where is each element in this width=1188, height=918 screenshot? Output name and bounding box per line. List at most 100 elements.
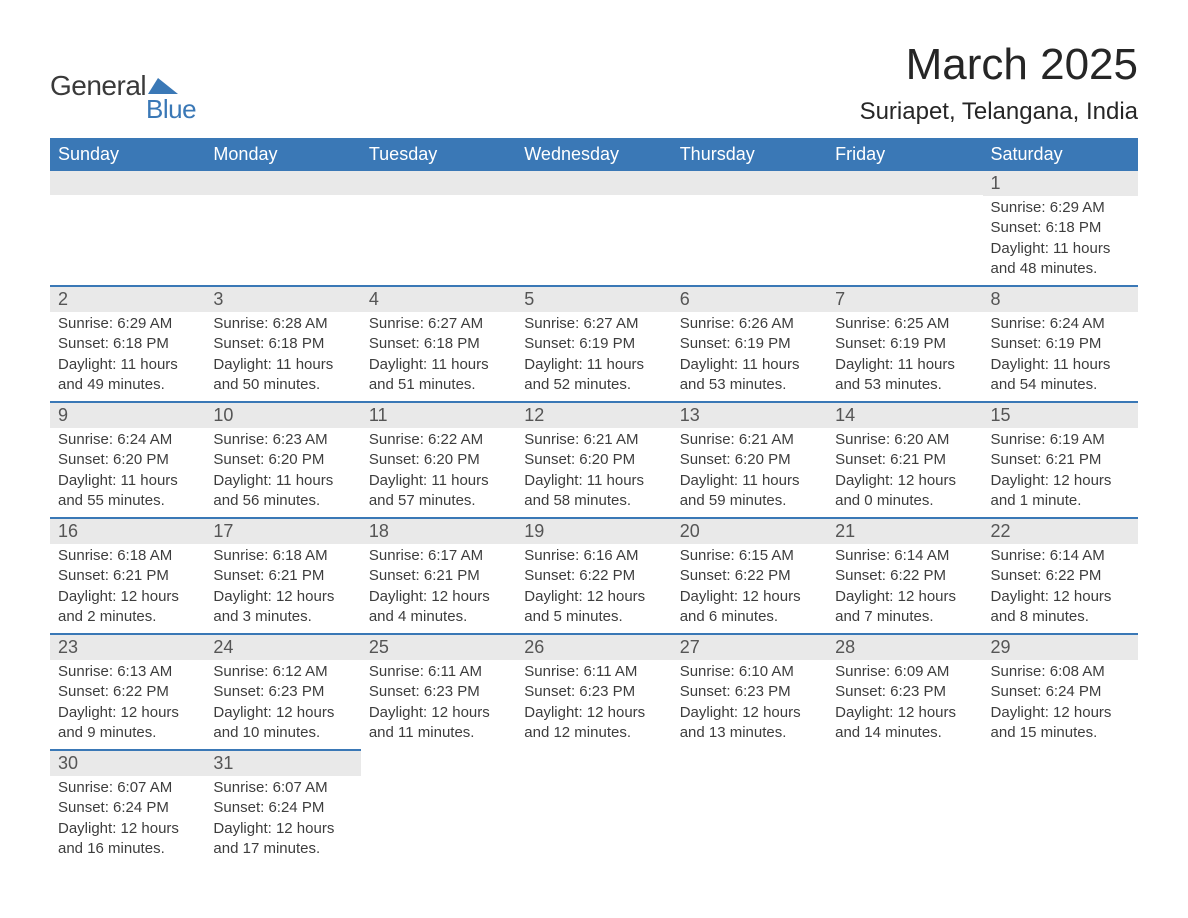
day-details: Sunrise: 6:17 AMSunset: 6:21 PMDaylight:… [361, 544, 516, 633]
calendar-cell: 21Sunrise: 6:14 AMSunset: 6:22 PMDayligh… [827, 518, 982, 634]
sunset-text: Sunset: 6:21 PM [213, 566, 352, 586]
title-block: March 2025 Suriapet, Telangana, India [860, 40, 1138, 126]
calendar-body: 1Sunrise: 6:29 AMSunset: 6:18 PMDaylight… [50, 171, 1138, 865]
calendar-cell [672, 171, 827, 286]
sunrise-text: Sunrise: 6:27 AM [369, 314, 508, 334]
sunset-text: Sunset: 6:21 PM [991, 450, 1130, 470]
day-details: Sunrise: 6:24 AMSunset: 6:19 PMDaylight:… [983, 312, 1138, 401]
day-number: 18 [361, 519, 516, 544]
calendar-cell: 23Sunrise: 6:13 AMSunset: 6:22 PMDayligh… [50, 634, 205, 750]
calendar-cell: 17Sunrise: 6:18 AMSunset: 6:21 PMDayligh… [205, 518, 360, 634]
sunset-text: Sunset: 6:18 PM [991, 218, 1130, 238]
day-number: 14 [827, 403, 982, 428]
day-details [672, 195, 827, 275]
daylight-text: Daylight: 12 hours and 2 minutes. [58, 587, 197, 628]
calendar-week-row: 2Sunrise: 6:29 AMSunset: 6:18 PMDaylight… [50, 286, 1138, 402]
daylight-text: Daylight: 12 hours and 13 minutes. [680, 703, 819, 744]
day-number: 10 [205, 403, 360, 428]
calendar-cell: 13Sunrise: 6:21 AMSunset: 6:20 PMDayligh… [672, 402, 827, 518]
calendar-cell: 9Sunrise: 6:24 AMSunset: 6:20 PMDaylight… [50, 402, 205, 518]
calendar-cell: 20Sunrise: 6:15 AMSunset: 6:22 PMDayligh… [672, 518, 827, 634]
sunrise-text: Sunrise: 6:16 AM [524, 546, 663, 566]
calendar-cell [827, 750, 982, 865]
daylight-text: Daylight: 12 hours and 10 minutes. [213, 703, 352, 744]
calendar-cell [516, 750, 671, 865]
calendar-cell: 11Sunrise: 6:22 AMSunset: 6:20 PMDayligh… [361, 402, 516, 518]
calendar-cell [983, 750, 1138, 865]
weekday-header: Tuesday [361, 138, 516, 171]
day-details: Sunrise: 6:20 AMSunset: 6:21 PMDaylight:… [827, 428, 982, 517]
day-number [50, 171, 205, 195]
day-details: Sunrise: 6:14 AMSunset: 6:22 PMDaylight:… [827, 544, 982, 633]
day-number: 19 [516, 519, 671, 544]
sunset-text: Sunset: 6:24 PM [58, 798, 197, 818]
day-number: 27 [672, 635, 827, 660]
calendar-cell: 1Sunrise: 6:29 AMSunset: 6:18 PMDaylight… [983, 171, 1138, 286]
day-number: 24 [205, 635, 360, 660]
day-number: 8 [983, 287, 1138, 312]
calendar-cell: 3Sunrise: 6:28 AMSunset: 6:18 PMDaylight… [205, 286, 360, 402]
sunset-text: Sunset: 6:22 PM [835, 566, 974, 586]
sunset-text: Sunset: 6:21 PM [58, 566, 197, 586]
day-details: Sunrise: 6:11 AMSunset: 6:23 PMDaylight:… [516, 660, 671, 749]
day-number: 17 [205, 519, 360, 544]
daylight-text: Daylight: 12 hours and 1 minute. [991, 471, 1130, 512]
day-number: 28 [827, 635, 982, 660]
daylight-text: Daylight: 12 hours and 6 minutes. [680, 587, 819, 628]
logo-text-general: General [50, 70, 146, 102]
daylight-text: Daylight: 11 hours and 56 minutes. [213, 471, 352, 512]
sunrise-text: Sunrise: 6:21 AM [524, 430, 663, 450]
day-number: 13 [672, 403, 827, 428]
header: General Blue March 2025 Suriapet, Telang… [50, 40, 1138, 126]
calendar-week-row: 23Sunrise: 6:13 AMSunset: 6:22 PMDayligh… [50, 634, 1138, 750]
daylight-text: Daylight: 12 hours and 5 minutes. [524, 587, 663, 628]
calendar-cell [827, 171, 982, 286]
sunrise-text: Sunrise: 6:29 AM [58, 314, 197, 334]
calendar-week-row: 9Sunrise: 6:24 AMSunset: 6:20 PMDaylight… [50, 402, 1138, 518]
daylight-text: Daylight: 12 hours and 16 minutes. [58, 819, 197, 860]
sunrise-text: Sunrise: 6:23 AM [213, 430, 352, 450]
daylight-text: Daylight: 11 hours and 54 minutes. [991, 355, 1130, 396]
day-number [205, 171, 360, 195]
calendar-cell: 7Sunrise: 6:25 AMSunset: 6:19 PMDaylight… [827, 286, 982, 402]
calendar-cell: 10Sunrise: 6:23 AMSunset: 6:20 PMDayligh… [205, 402, 360, 518]
calendar-cell: 19Sunrise: 6:16 AMSunset: 6:22 PMDayligh… [516, 518, 671, 634]
sunset-text: Sunset: 6:20 PM [680, 450, 819, 470]
day-details: Sunrise: 6:09 AMSunset: 6:23 PMDaylight:… [827, 660, 982, 749]
calendar-cell: 4Sunrise: 6:27 AMSunset: 6:18 PMDaylight… [361, 286, 516, 402]
day-number [827, 171, 982, 195]
day-details [516, 774, 671, 854]
day-details: Sunrise: 6:07 AMSunset: 6:24 PMDaylight:… [50, 776, 205, 865]
sunset-text: Sunset: 6:22 PM [58, 682, 197, 702]
day-number: 3 [205, 287, 360, 312]
daylight-text: Daylight: 12 hours and 8 minutes. [991, 587, 1130, 628]
weekday-header: Saturday [983, 138, 1138, 171]
day-number [361, 750, 516, 774]
day-details [672, 774, 827, 854]
day-details: Sunrise: 6:27 AMSunset: 6:18 PMDaylight:… [361, 312, 516, 401]
day-details [983, 774, 1138, 854]
day-details: Sunrise: 6:22 AMSunset: 6:20 PMDaylight:… [361, 428, 516, 517]
sunrise-text: Sunrise: 6:24 AM [991, 314, 1130, 334]
calendar-cell [361, 750, 516, 865]
day-details: Sunrise: 6:27 AMSunset: 6:19 PMDaylight:… [516, 312, 671, 401]
day-details: Sunrise: 6:19 AMSunset: 6:21 PMDaylight:… [983, 428, 1138, 517]
calendar-week-row: 1Sunrise: 6:29 AMSunset: 6:18 PMDaylight… [50, 171, 1138, 286]
daylight-text: Daylight: 11 hours and 58 minutes. [524, 471, 663, 512]
day-number [983, 750, 1138, 774]
daylight-text: Daylight: 11 hours and 50 minutes. [213, 355, 352, 396]
weekday-header: Wednesday [516, 138, 671, 171]
sunrise-text: Sunrise: 6:28 AM [213, 314, 352, 334]
day-details [827, 774, 982, 854]
day-number [516, 750, 671, 774]
day-details: Sunrise: 6:12 AMSunset: 6:23 PMDaylight:… [205, 660, 360, 749]
day-details: Sunrise: 6:23 AMSunset: 6:20 PMDaylight:… [205, 428, 360, 517]
day-details: Sunrise: 6:14 AMSunset: 6:22 PMDaylight:… [983, 544, 1138, 633]
day-number: 15 [983, 403, 1138, 428]
sunrise-text: Sunrise: 6:08 AM [991, 662, 1130, 682]
sunrise-text: Sunrise: 6:09 AM [835, 662, 974, 682]
day-details: Sunrise: 6:26 AMSunset: 6:19 PMDaylight:… [672, 312, 827, 401]
calendar-cell: 24Sunrise: 6:12 AMSunset: 6:23 PMDayligh… [205, 634, 360, 750]
day-number: 31 [205, 751, 360, 776]
day-number: 26 [516, 635, 671, 660]
